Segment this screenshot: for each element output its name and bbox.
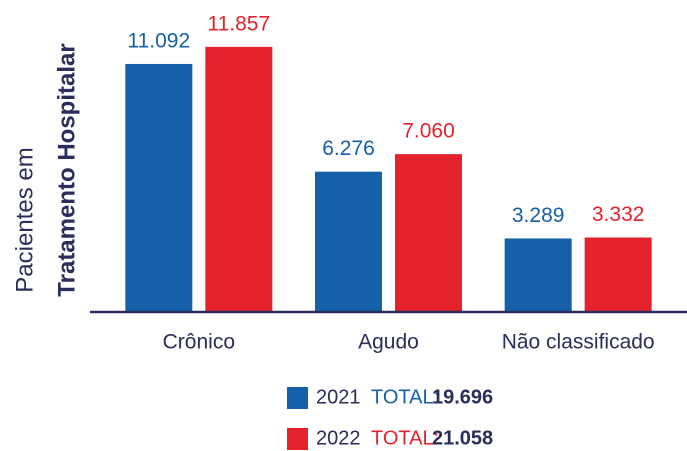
- x-tick-label: Crônico: [163, 331, 235, 354]
- bar: [205, 46, 273, 312]
- value-label: 11.092: [127, 30, 190, 53]
- value-label: 7.060: [402, 120, 455, 143]
- legend-total-prefix: TOTAL:: [371, 386, 439, 408]
- x-tick-label: Agudo: [358, 331, 419, 354]
- legend-swatch: [287, 387, 308, 409]
- bar: [504, 238, 572, 312]
- bar: [395, 154, 462, 312]
- legend-swatch: [287, 428, 308, 450]
- value-label: 6.276: [322, 137, 375, 160]
- y-axis-label: Tratamento Hospitalar: [53, 43, 80, 296]
- bar: [584, 237, 652, 312]
- legend-total-prefix: TOTAL:: [371, 427, 439, 449]
- y-axis-label: Pacientes em: [11, 147, 38, 292]
- legend-label: 2021: [316, 386, 361, 408]
- legend-label: 2022: [316, 427, 361, 449]
- bar: [315, 171, 382, 312]
- legend-total: 19.696: [432, 386, 493, 408]
- value-label: 3.332: [592, 203, 645, 226]
- bar: [125, 63, 193, 312]
- value-label: 11.857: [207, 12, 270, 35]
- value-label: 3.289: [512, 204, 565, 227]
- x-tick-label: Não classificado: [502, 331, 655, 354]
- legend-total: 21.058: [432, 427, 493, 449]
